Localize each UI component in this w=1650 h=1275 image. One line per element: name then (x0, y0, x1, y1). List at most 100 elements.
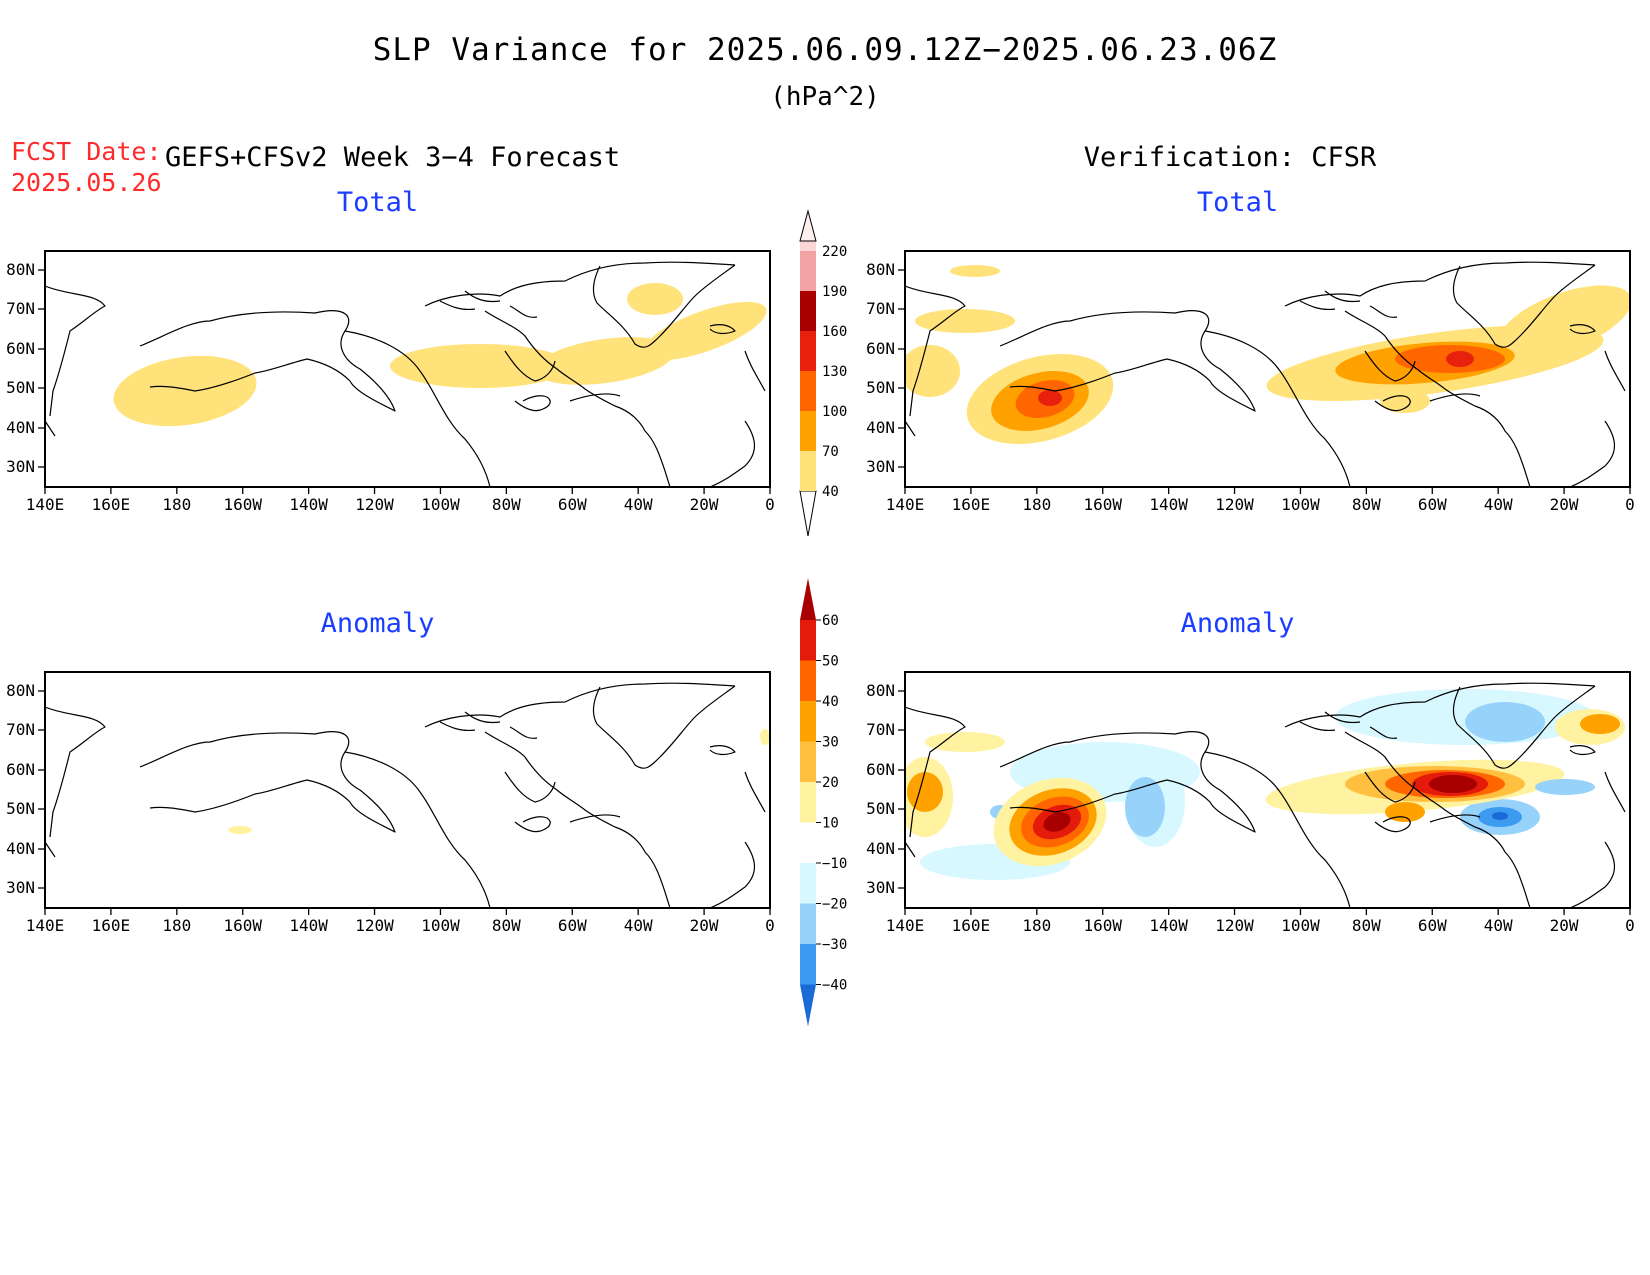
lon-tick-label: 160W (223, 495, 262, 514)
colorbar-total-label: 70 (822, 444, 839, 460)
lat-tick-label: 50N (6, 378, 35, 397)
lon-tick-label: 20W (690, 916, 719, 935)
colorbar-anomaly-swatch (800, 822, 816, 863)
lon-tick-label: 140W (289, 916, 328, 935)
lat-tick-label: 70N (6, 299, 35, 318)
ver-anom-frame (904, 671, 1631, 909)
colorbar-total-label: 160 (822, 324, 847, 340)
lat-tick-label: 60N (6, 760, 35, 779)
lon-tick-label: 180 (1022, 916, 1051, 935)
lon-tick-label: 140E (26, 495, 65, 514)
lon-tick-label: 160E (952, 495, 991, 514)
colorbar-anomaly-label: 20 (822, 775, 839, 791)
lon-tick-label: 20W (1550, 916, 1579, 935)
lon-tick-label: 120W (355, 916, 394, 935)
colorbar-total-swatch (800, 331, 816, 371)
lon-tick-label: 100W (421, 916, 460, 935)
lon-tick-label: 60W (1418, 495, 1447, 514)
lat-tick-label: 60N (866, 339, 895, 358)
lat-tick-label: 80N (6, 260, 35, 279)
lat-tick-label: 40N (6, 839, 35, 858)
colorbar-total-swatch (800, 371, 816, 411)
lon-tick-label: 140E (886, 495, 925, 514)
lon-tick-label: 80W (1352, 495, 1381, 514)
lon-tick-label: 80W (492, 495, 521, 514)
lon-tick-label: 80W (492, 916, 521, 935)
ver-total-frame (904, 250, 1631, 488)
colorbar-anomaly-label: 60 (822, 613, 839, 629)
lon-tick-label: 140W (1149, 495, 1188, 514)
colorbar-total-swatch (800, 451, 816, 491)
lon-tick-label: 100W (1281, 916, 1320, 935)
fcst-anom-map (45, 672, 770, 908)
lon-tick-label: 100W (1281, 495, 1320, 514)
fcst-date-label: FCST Date: (11, 137, 162, 166)
lon-tick-label: 120W (1215, 495, 1254, 514)
lat-tick-label: 80N (866, 260, 895, 279)
lat-tick-label: 60N (866, 760, 895, 779)
lat-tick-label: 50N (6, 799, 35, 818)
figure-title: SLP Variance for 2025.06.09.12Z−2025.06.… (373, 32, 1278, 68)
colorbar-total-swatch (800, 411, 816, 451)
lon-tick-label: 160E (92, 495, 131, 514)
lon-tick-label: 140E (886, 916, 925, 935)
lat-tick-label: 70N (866, 299, 895, 318)
lon-tick-label: 140W (1149, 916, 1188, 935)
colorbar-total-swatch (800, 251, 816, 291)
lon-tick-label: 60W (1418, 916, 1447, 935)
lon-tick-label: 0 (765, 495, 775, 514)
lon-tick-label: 140W (289, 495, 328, 514)
lon-tick-label: 100W (421, 495, 460, 514)
lat-tick-label: 50N (866, 799, 895, 818)
lat-tick-label: 80N (6, 681, 35, 700)
colorbar-total-label: 100 (822, 404, 847, 420)
colorbar-total-label: 190 (822, 284, 847, 300)
lon-tick-label: 180 (162, 916, 191, 935)
colorbar-total-label: 40 (822, 484, 839, 500)
lat-tick-label: 60N (6, 339, 35, 358)
colorbar-anomaly-swatch (800, 741, 816, 782)
lon-tick-label: 140E (26, 916, 65, 935)
lon-tick-label: 160W (1083, 916, 1122, 935)
lat-tick-label: 30N (6, 457, 35, 476)
colorbar-anomaly-swatch (800, 903, 816, 944)
lat-tick-label: 40N (866, 839, 895, 858)
ver-total-title: Total (1197, 187, 1278, 218)
lat-tick-label: 30N (6, 878, 35, 897)
lon-tick-label: 160W (1083, 495, 1122, 514)
lon-tick-label: 120W (355, 495, 394, 514)
colorbar-total: 40 70 100 130 160 190 220 (799, 209, 847, 537)
lat-tick-label: 70N (6, 720, 35, 739)
fcst-anom-title: Anomaly (321, 608, 435, 639)
colorbar-anomaly-swatch (800, 620, 816, 661)
lon-tick-label: 40W (624, 916, 653, 935)
lat-tick-label: 40N (6, 418, 35, 437)
colorbar-anomaly-swatch (800, 944, 816, 985)
lon-tick-label: 180 (1022, 495, 1051, 514)
colorbar-total-label: 130 (822, 364, 847, 380)
colorbar-total-label: 220 (822, 244, 847, 260)
lon-tick-label: 60W (558, 916, 587, 935)
fcst-total-frame (44, 250, 771, 488)
verification-header: Verification: CFSR (1084, 142, 1377, 173)
lon-tick-label: 80W (1352, 916, 1381, 935)
lon-tick-label: 0 (1625, 495, 1635, 514)
ver-anom-map (905, 672, 1630, 908)
lon-tick-label: 0 (1625, 916, 1635, 935)
fcst-total-map (45, 251, 770, 487)
colorbar-anomaly-swatch (800, 782, 816, 823)
colorbar-anomaly-label: 30 (822, 735, 839, 751)
lon-tick-label: 40W (624, 495, 653, 514)
forecast-header: GEFS+CFSv2 Week 3−4 Forecast (165, 142, 620, 173)
lon-tick-label: 160W (223, 916, 262, 935)
colorbar-anomaly: 60 50 40 30 20 10 −10 −20 −30 −40 (800, 578, 847, 1027)
units-label: (hPa^2) (770, 82, 880, 112)
lon-tick-label: 20W (1550, 495, 1579, 514)
fcst-total-title: Total (337, 187, 418, 218)
colorbar-anomaly-label: 10 (822, 816, 839, 832)
lat-tick-label: 30N (866, 878, 895, 897)
colorbar-anomaly-label: −10 (822, 856, 847, 872)
ver-total-map (905, 251, 1630, 487)
lon-tick-label: 40W (1484, 495, 1513, 514)
